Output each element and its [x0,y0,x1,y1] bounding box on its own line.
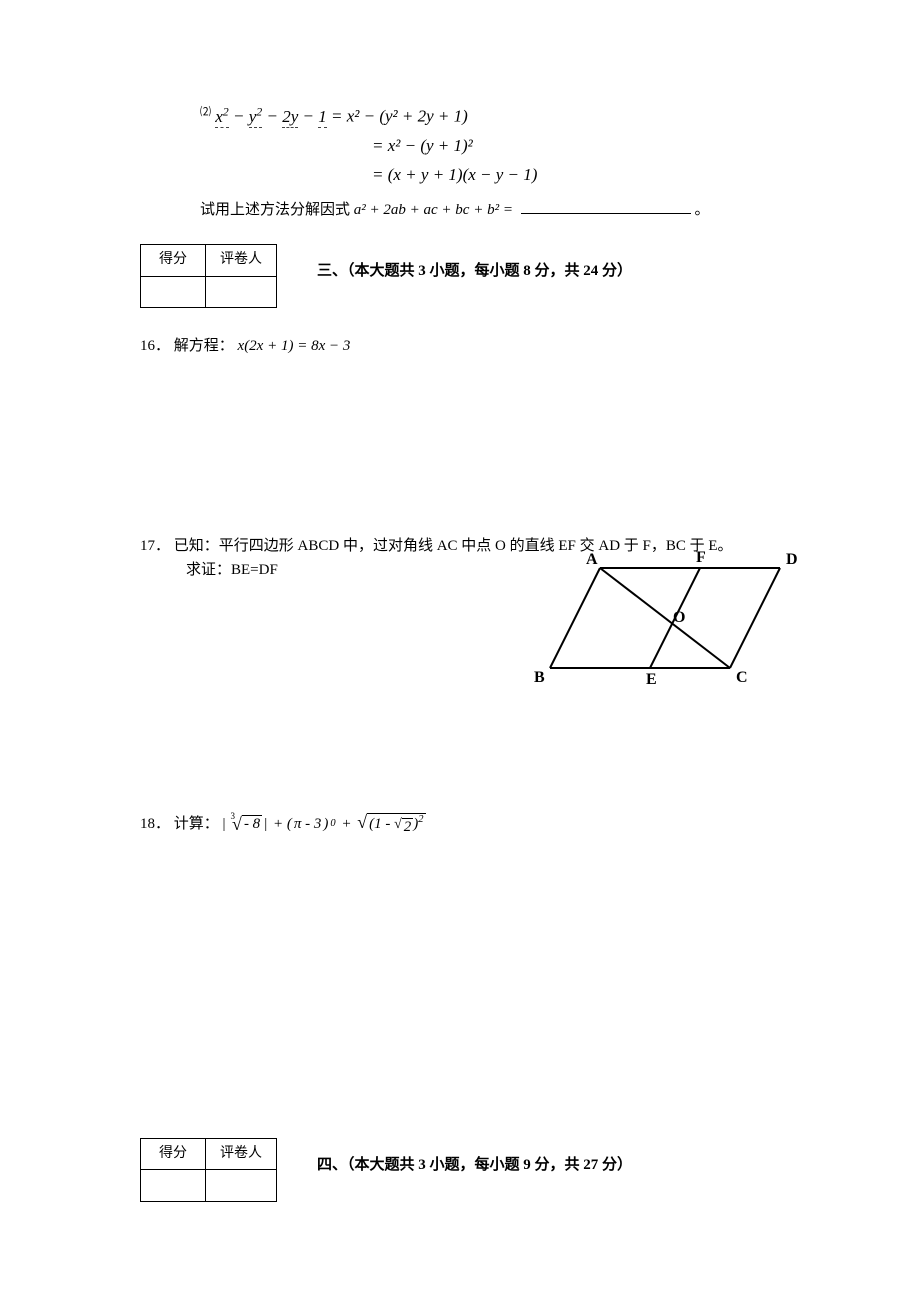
q18-pi-base: π - 3 [294,812,322,836]
example-line-1: ⑵ x2 − y2 − 2y − 1 = x² − (y² + 2y + 1) [200,102,780,130]
svg-text:A: A [586,551,598,568]
example-label: ⑵ [200,106,211,118]
svg-text:F: F [696,549,706,566]
example-rhs1: = x² − (y² + 2y + 1) [331,107,468,126]
score4-cell-2 [206,1170,277,1201]
score-table-3: 得分 评卷人 [140,244,277,308]
try-expr: a² + 2ab + ac + bc + b² = [354,202,513,218]
q18-outer-exp: 2 [418,814,423,825]
q18-inner-b: 2 [402,818,414,836]
example-rhs3: = (x + y + 1)(x − y − 1) [372,161,780,188]
geometry-svg: A F D B E C O [530,548,810,698]
try-prefix: 试用上述方法分解因式 [200,202,350,218]
question-18: 18． 计算： | 3 √ - 8 | + ( π - 3 )0 + √ (1 … [140,812,780,836]
example-lhs: x2 − y2 − 2y − 1 [215,107,331,128]
q18-pi-exp: 0 [330,816,335,833]
section-4-row: 得分 评卷人 四、（本大题共 3 小题，每小题 9 分，共 27 分） [140,1128,780,1202]
example-rhs2: = x² − (y + 1)² [372,132,780,159]
exam-page: ⑵ x2 − y2 − 2y − 1 = x² − (y² + 2y + 1) … [0,0,920,1282]
try-line: 试用上述方法分解因式 a² + 2ab + ac + bc + b² = 。 [200,198,780,222]
svg-text:D: D [786,551,798,568]
score4-cell-1 [141,1170,206,1201]
parallelogram-figure: A F D B E C O [530,548,810,706]
score-header-1: 得分 [141,245,206,276]
score4-header-1: 得分 [141,1139,206,1170]
section-4-title: 四、（本大题共 3 小题，每小题 9 分，共 27 分） [317,1153,632,1177]
section-3-row: 得分 评卷人 三、（本大题共 3 小题，每小题 8 分，共 24 分） [140,234,780,308]
q18-num: 18． [140,816,170,832]
svg-text:O: O [673,609,685,626]
question-16: 16． 解方程： x(2x + 1) = 8x − 3 [140,334,780,358]
gap-after-18 [140,836,780,1116]
example-block: ⑵ x2 − y2 − 2y − 1 = x² − (y² + 2y + 1) … [200,102,780,188]
gap-after-17 [140,706,780,786]
q18-expr: | 3 √ - 8 | + ( π - 3 )0 + √ (1 - √2)2 [223,812,426,836]
q17-num: 17． [140,538,170,554]
q18-label: 计算： [174,816,219,832]
svg-text:C: C [736,669,748,686]
q16-num: 16． [140,338,170,354]
svg-text:B: B [534,669,545,686]
q18-inner-a: 1 - [374,816,394,832]
try-blank [521,213,691,214]
q16-eq: x(2x + 1) = 8x − 3 [238,338,351,354]
q18-cuberoot-body: - 8 [242,815,262,833]
question-17: 17． 已知：平行四边形 ABCD 中，过对角线 AC 中点 O 的直线 EF … [140,534,780,706]
score-cell-1 [141,276,206,307]
score-cell-2 [206,276,277,307]
svg-text:E: E [646,671,657,688]
section-3-title: 三、（本大题共 3 小题，每小题 8 分，共 24 分） [317,259,632,283]
q16-label: 解方程： [174,338,234,354]
gap-after-16 [140,358,780,508]
score4-header-2: 评卷人 [206,1139,277,1170]
try-period: 。 [694,202,709,218]
score-table-4: 得分 评卷人 [140,1138,277,1202]
score-header-2: 评卷人 [206,245,277,276]
